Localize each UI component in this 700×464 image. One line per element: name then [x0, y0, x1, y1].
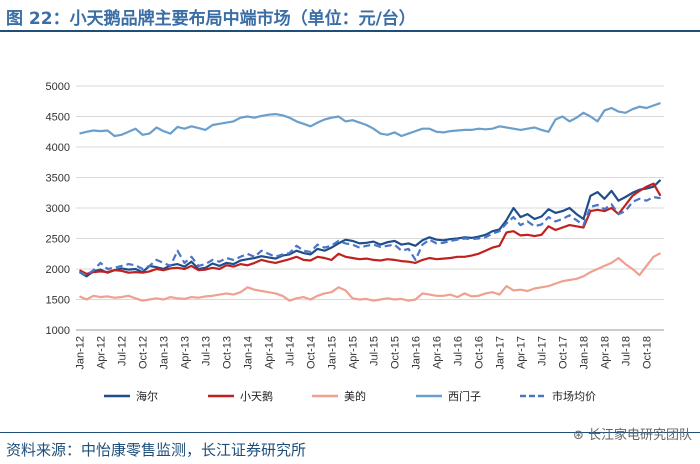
grid-lines	[76, 85, 664, 331]
x-tick-label: Oct-15	[390, 336, 402, 369]
x-tick-label: Jan-13	[159, 336, 171, 370]
x-tick-label: Oct-13	[222, 336, 234, 369]
watermark-text: 长江家电研究团队	[587, 428, 692, 443]
x-tick-label: Jan-12	[75, 336, 87, 370]
x-tick-label: Apr-13	[180, 336, 192, 369]
x-tick-label: Jan-17	[495, 336, 507, 370]
x-tick-label: Jan-16	[411, 336, 423, 370]
y-tick-label: 5000	[46, 81, 70, 93]
x-tick-label: Jul-14	[285, 336, 297, 366]
x-tick-label: Oct-17	[558, 336, 570, 369]
x-tick-label: Apr-16	[432, 336, 444, 369]
x-tick-label: Jan-15	[327, 336, 339, 370]
x-tick-label: Apr-18	[600, 336, 612, 369]
legend-label: 市场均价	[552, 389, 596, 403]
x-tick-label: Jul-12	[117, 336, 129, 366]
y-tick-label: 1000	[46, 325, 70, 337]
x-tick-label: Oct-12	[138, 336, 150, 369]
series-line-0	[78, 179, 662, 278]
x-tick-label: Jan-18	[579, 336, 591, 370]
x-tick-label: Apr-14	[264, 336, 276, 369]
legend-label: 小天鹅	[240, 389, 273, 403]
series-line-1	[78, 182, 662, 275]
series-line-2	[79, 252, 662, 302]
y-axis: 1000 1500 2000 2500 3000 3500 4000 4500 5000	[46, 81, 70, 337]
x-axis: Jan-12 Apr-12 Jul-12 Oct-12 Jan-13 Apr-13 Jul-…	[75, 329, 664, 370]
x-tick-label: Apr-17	[516, 336, 528, 369]
series-line-4	[79, 195, 661, 277]
x-tick-label: Oct-18	[642, 336, 654, 369]
legend: 海尔 小天鹅 美的 西门子 市场均价	[104, 389, 596, 403]
series-line-3	[79, 102, 661, 138]
x-tick-label: Jul-16	[453, 336, 465, 366]
legend-label: 美的	[344, 389, 366, 403]
y-tick-label: 4500	[46, 112, 70, 124]
y-tick-label: 2500	[46, 234, 70, 246]
x-tick-label: Oct-14	[306, 336, 318, 369]
series-lines	[78, 102, 662, 302]
x-tick-label: Oct-16	[474, 336, 486, 369]
watermark: ⊛ 长江家电研究团队	[573, 424, 692, 443]
source-note: 资料来源：中怡康零售监测，长江证券研究所	[6, 441, 307, 459]
title-rule	[0, 30, 700, 32]
y-tick-label: 1500	[46, 295, 70, 307]
wechat-icon: ⊛	[572, 428, 588, 443]
x-tick-label: Jan-14	[243, 336, 255, 370]
y-tick-label: 3000	[46, 203, 70, 215]
page-title: 图 22：小天鹅品牌主要布局中端市场（单位：元/台）	[6, 9, 416, 29]
x-tick-label: Jul-15	[369, 336, 381, 366]
x-tick-label: Apr-12	[96, 336, 108, 369]
x-tick-label: Apr-15	[348, 336, 360, 369]
source-rule	[0, 432, 700, 433]
y-tick-label: 4000	[46, 142, 70, 154]
y-tick-label: 3500	[46, 173, 70, 185]
x-tick-label: Jul-18	[621, 336, 633, 366]
line-chart: 1000 1500 2000 2500 3000 3500 4000 4500 5000 Jan…	[46, 81, 664, 403]
x-tick-label: Jul-13	[201, 336, 213, 366]
legend-label: 西门子	[448, 389, 481, 403]
legend-label: 海尔	[136, 389, 158, 403]
x-tick-label: Jul-17	[537, 336, 549, 366]
y-tick-label: 2000	[46, 264, 70, 276]
